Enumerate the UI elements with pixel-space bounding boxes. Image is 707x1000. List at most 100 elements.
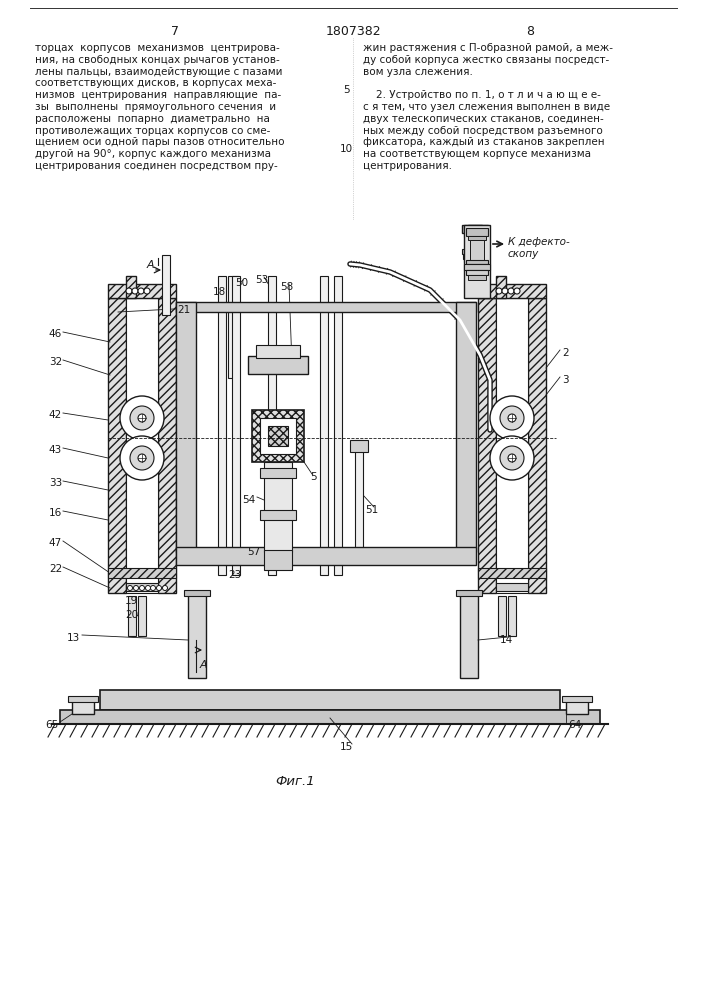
Bar — [456, 302, 476, 552]
Circle shape — [163, 585, 168, 590]
Text: низмов  центрирования  направляющие  па-: низмов центрирования направляющие па- — [35, 90, 281, 100]
Text: 2. Устройство по п. 1, о т л и ч а ю щ е е-: 2. Устройство по п. 1, о т л и ч а ю щ е… — [363, 90, 601, 100]
Circle shape — [127, 585, 132, 590]
Bar — [334, 276, 342, 575]
Circle shape — [120, 436, 164, 480]
Text: ду собой корпуса жестко связаны посредст-: ду собой корпуса жестко связаны посредст… — [363, 55, 609, 65]
Text: фиксатора, каждый из стаканов закреплен: фиксатора, каждый из стаканов закреплен — [363, 137, 604, 147]
Bar — [128, 596, 136, 636]
Bar — [528, 298, 546, 593]
Bar — [464, 225, 490, 298]
Text: 23: 23 — [228, 570, 241, 580]
Bar — [228, 276, 238, 378]
Circle shape — [500, 406, 524, 430]
Bar — [260, 418, 296, 454]
Text: зы  выполнены  прямоугольного сечения  и: зы выполнены прямоугольного сечения и — [35, 102, 276, 112]
Text: 10: 10 — [339, 144, 353, 154]
Bar — [184, 590, 210, 596]
Bar — [462, 225, 488, 233]
Text: 64: 64 — [568, 720, 581, 730]
Text: 58: 58 — [280, 282, 293, 292]
Bar — [462, 249, 488, 254]
Text: двух телескопических стаканов, соединен-: двух телескопических стаканов, соединен- — [363, 114, 604, 124]
Bar — [256, 345, 300, 358]
Bar — [460, 593, 478, 678]
Circle shape — [156, 585, 161, 590]
Bar — [248, 356, 308, 374]
Text: 2: 2 — [562, 348, 568, 358]
Text: жин растяжения с П-образной рамой, а меж-: жин растяжения с П-образной рамой, а меж… — [363, 43, 613, 53]
Bar — [320, 276, 328, 575]
Bar — [350, 440, 368, 452]
Text: 5: 5 — [343, 85, 349, 95]
Circle shape — [490, 396, 534, 440]
Text: лены пальцы, взаимодействующие с пазами: лены пальцы, взаимодействующие с пазами — [35, 67, 283, 77]
Text: с я тем, что узел слежения выполнен в виде: с я тем, что узел слежения выполнен в ви… — [363, 102, 610, 112]
Bar — [466, 228, 488, 236]
Bar — [260, 468, 296, 478]
Text: центрирования соединен посредством пру-: центрирования соединен посредством пру- — [35, 161, 278, 171]
Bar — [355, 440, 363, 560]
Circle shape — [514, 288, 520, 294]
Bar — [466, 262, 484, 266]
Text: 54: 54 — [242, 495, 255, 505]
Bar — [464, 233, 486, 237]
Text: 65: 65 — [45, 720, 58, 730]
Bar — [176, 547, 476, 565]
Text: ния, на свободных концах рычагов установ-: ния, на свободных концах рычагов установ… — [35, 55, 280, 65]
Bar — [464, 259, 486, 262]
Bar — [468, 225, 482, 285]
Bar — [496, 276, 506, 298]
Text: 13: 13 — [66, 633, 80, 643]
Bar — [108, 284, 176, 298]
Text: Фиг.1: Фиг.1 — [275, 775, 315, 788]
Text: 5: 5 — [310, 472, 317, 482]
Text: противолежащих торцах корпусов со сме-: противолежащих торцах корпусов со сме- — [35, 126, 270, 136]
Circle shape — [151, 585, 156, 590]
Bar — [264, 462, 292, 552]
Text: К дефекто-: К дефекто- — [508, 237, 570, 247]
Text: 8: 8 — [526, 25, 534, 38]
Bar — [496, 583, 528, 591]
Bar — [566, 698, 588, 714]
Circle shape — [134, 585, 139, 590]
Text: 20: 20 — [125, 610, 138, 620]
Bar — [456, 590, 482, 596]
Circle shape — [130, 406, 154, 430]
Text: A: A — [200, 660, 208, 670]
Bar — [158, 298, 176, 593]
Text: 33: 33 — [49, 478, 62, 488]
Bar — [126, 298, 158, 593]
Text: 14: 14 — [500, 635, 513, 645]
Bar — [162, 255, 170, 315]
Text: скопу: скопу — [508, 249, 539, 259]
Text: центрирования.: центрирования. — [363, 161, 452, 171]
Text: торцах  корпусов  механизмов  центрирова-: торцах корпусов механизмов центрирова- — [35, 43, 280, 53]
Bar — [496, 298, 528, 593]
Bar — [478, 298, 496, 593]
Text: 1807382: 1807382 — [325, 25, 381, 38]
Bar — [508, 596, 516, 636]
Bar — [468, 275, 486, 280]
Bar — [466, 260, 488, 264]
Circle shape — [139, 585, 144, 590]
Text: щением оси одной пары пазов относительно: щением оси одной пары пазов относительно — [35, 137, 284, 147]
Text: 16: 16 — [49, 508, 62, 518]
Text: 51: 51 — [365, 505, 378, 515]
Circle shape — [126, 288, 132, 294]
Bar — [108, 298, 126, 593]
Circle shape — [146, 585, 151, 590]
Bar — [176, 302, 196, 552]
Bar — [264, 550, 292, 570]
Bar — [468, 236, 486, 240]
Circle shape — [132, 288, 138, 294]
Text: 46: 46 — [49, 329, 62, 339]
Text: другой на 90°, корпус каждого механизма: другой на 90°, корпус каждого механизма — [35, 149, 271, 159]
Circle shape — [120, 396, 164, 440]
Text: 22: 22 — [49, 564, 62, 574]
Bar — [176, 302, 476, 312]
Text: 3: 3 — [562, 375, 568, 385]
Circle shape — [490, 436, 534, 480]
Text: вом узла слежения.: вом узла слежения. — [363, 67, 473, 77]
Circle shape — [138, 454, 146, 462]
